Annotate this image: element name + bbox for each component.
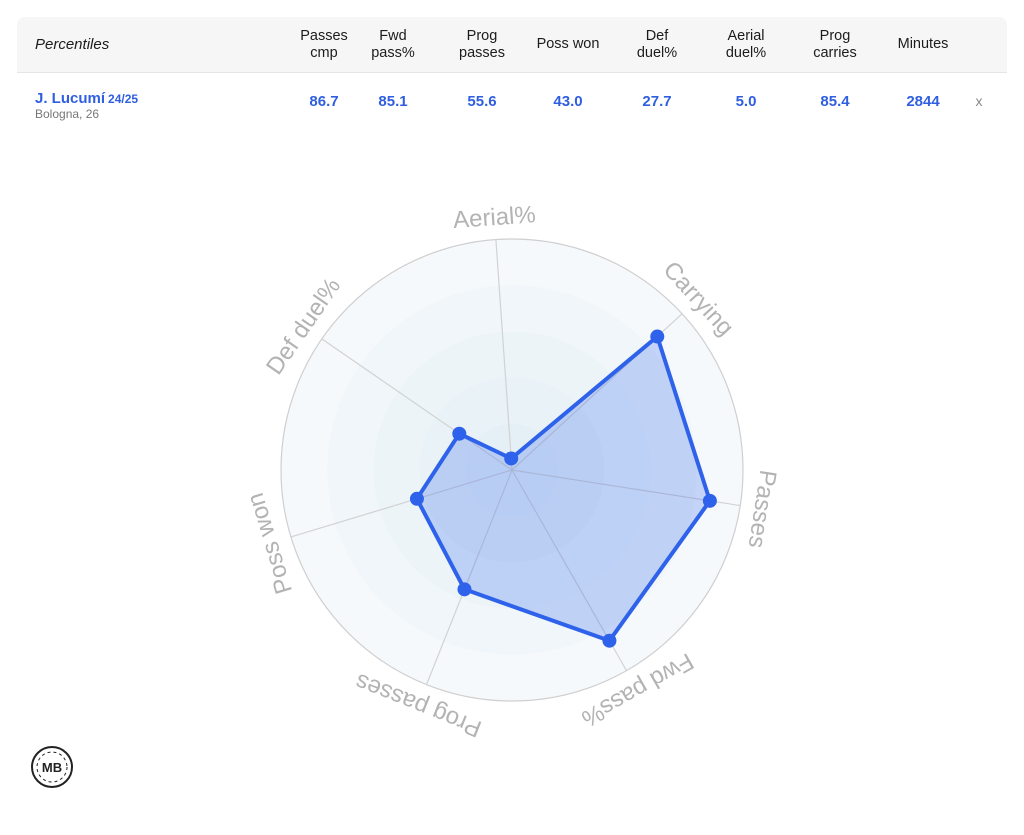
col-header-def-duel[interactable]: Def duel% (636, 27, 678, 61)
col-header-prog-passes[interactable]: Prog passes (459, 27, 505, 61)
radar-polygon-group (414, 334, 712, 643)
mb-logo: MB (30, 745, 74, 789)
value-fwd-pass: 85.1 (378, 92, 408, 110)
radar-points (409, 329, 717, 648)
radar-spokes (290, 239, 741, 685)
value-poss-won: 43.0 (553, 92, 583, 110)
table-row: J. Lucumí 24/25 Bologna, 26 86.7 85.1 55.… (17, 73, 1007, 129)
radar-point-poss-won (409, 491, 424, 506)
radar-axis-label: Aerial% (452, 201, 536, 234)
radar-point-aerial (504, 451, 519, 466)
col-header-aerial-duel[interactable]: Aerial duel% (725, 27, 767, 61)
svg-text:MB: MB (42, 760, 62, 775)
table-header-row: Percentiles Passes cmp Fwd pass% Prog passe… (17, 17, 1007, 73)
radar-point-passes (702, 493, 717, 508)
radar-spoke (321, 338, 513, 471)
col-header-prog-carries[interactable]: Prog carries (813, 27, 857, 61)
radar-spoke (290, 469, 513, 538)
radar-spoke (495, 239, 513, 471)
player-club-age: Bologna, 26 (35, 107, 100, 121)
radar-spoke (511, 469, 741, 507)
radar-point-fwd-pass (602, 633, 617, 648)
col-header-poss-won[interactable]: Poss won (536, 36, 600, 52)
radar-axis-label: Passes (743, 468, 782, 550)
value-passes-cmp: 86.7 (309, 92, 339, 110)
value-prog-carries: 85.4 (820, 92, 850, 110)
col-header-minutes[interactable]: Minutes (897, 36, 949, 52)
col-header-passes-cmp[interactable]: Passes cmp (300, 27, 348, 61)
radar-point-def-duel (452, 426, 467, 441)
value-prog-passes: 55.6 (467, 92, 497, 110)
percentiles-table: Percentiles Passes cmp Fwd pass% Prog passe… (17, 17, 1007, 129)
value-def-duel: 27.7 (642, 92, 672, 110)
radar-point-carrying (650, 329, 665, 344)
percentiles-title: Percentiles (35, 36, 110, 53)
radar-spoke (425, 469, 513, 685)
player-name-link[interactable]: J. Lucumí 24/25 (35, 90, 139, 107)
value-minutes: 2844 (906, 92, 940, 110)
remove-player-button[interactable]: x (975, 93, 983, 109)
player-season: 24/25 (108, 92, 139, 106)
radar-point-prog-passes (457, 582, 472, 597)
radar-polygon (414, 334, 712, 643)
col-header-fwd-pass[interactable]: Fwd pass% (371, 27, 415, 61)
value-aerial-duel: 5.0 (735, 92, 757, 110)
